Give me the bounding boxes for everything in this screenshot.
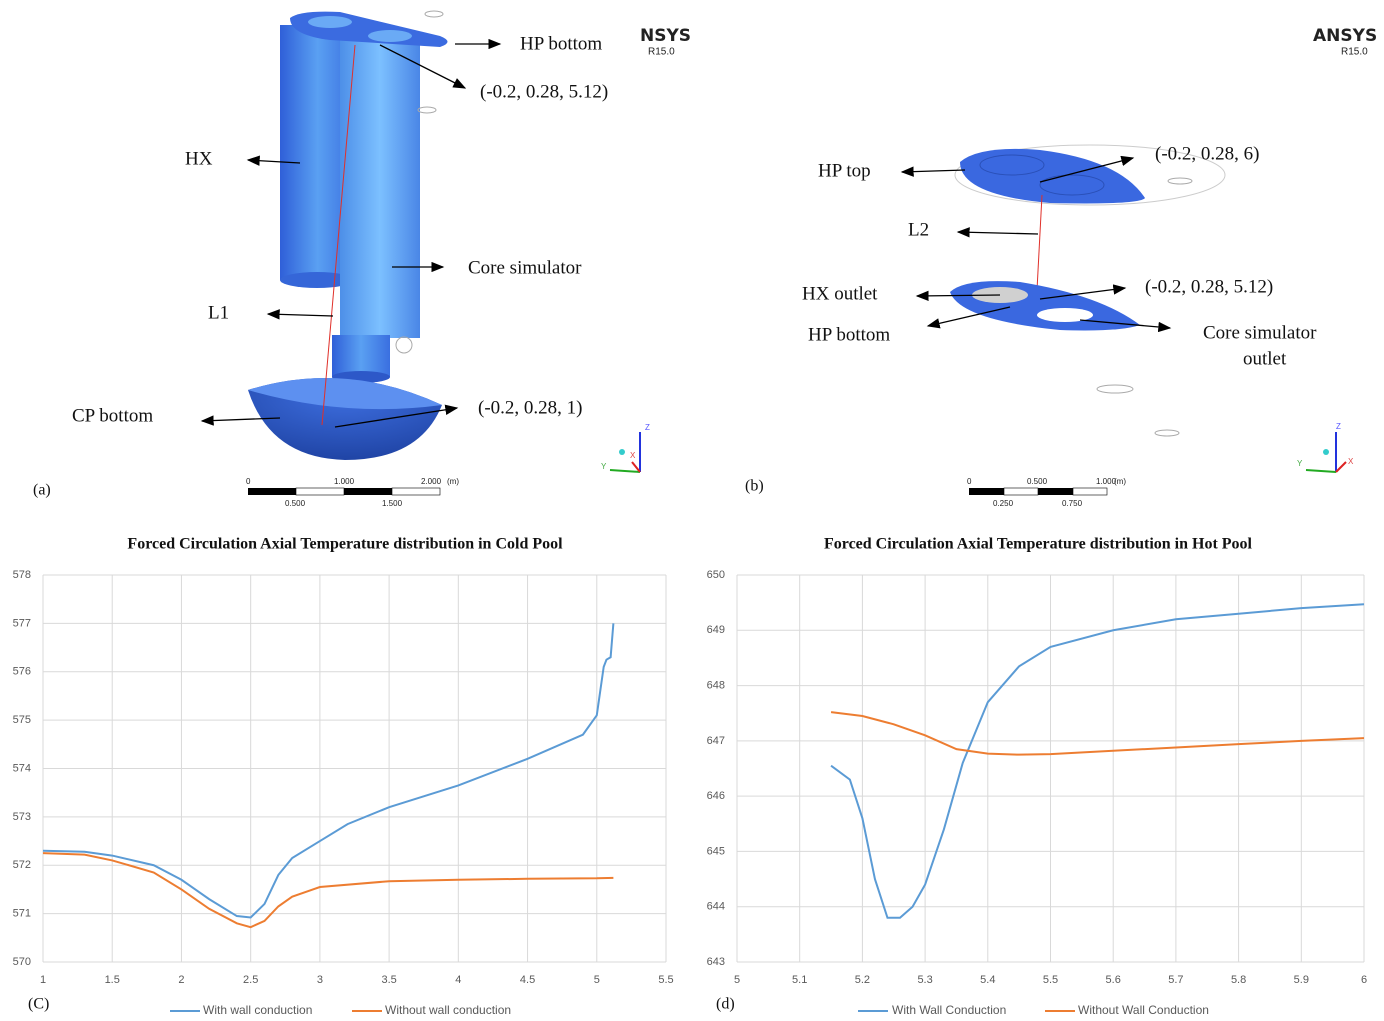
scale-unit: (m) (447, 477, 459, 486)
label: CP bottom (72, 405, 153, 426)
axis-letter: X (630, 451, 636, 460)
y-tick-label: 650 (707, 569, 725, 581)
figure: HP bottom (-0.2, 0.28, 5.12) HX Core sim… (0, 0, 1384, 1021)
scale-label: 0.750 (1062, 499, 1083, 508)
panel-label: (d) (716, 996, 735, 1013)
label: Core simulator (1203, 322, 1317, 343)
axis-letter: Z (645, 423, 650, 432)
label: (-0.2, 0.28, 6) (1155, 143, 1259, 164)
x-tick-label: 5.8 (1231, 974, 1246, 986)
label: Core simulator (468, 257, 582, 278)
x-tick-label: 1 (40, 974, 46, 986)
y-tick-label: 577 (13, 617, 31, 629)
label: HX outlet (802, 283, 878, 304)
render-b: (-0.2, 0.28, 6) HP top L2 HX outlet (-0.… (745, 26, 1377, 508)
y-tick-label: 645 (707, 845, 725, 857)
y-tick-label: 576 (13, 666, 31, 678)
x-tick-label: 5.7 (1168, 974, 1183, 986)
x-tick-label: 5.1 (792, 974, 807, 986)
y-tick-label: 573 (13, 811, 31, 823)
scale-label: 0 (967, 477, 972, 486)
label: HX (185, 148, 213, 169)
version: R15.0 (1341, 47, 1368, 58)
scale-label: 2.000 (421, 477, 442, 486)
panel-label: (b) (745, 478, 764, 495)
legend-label: Without wall conduction (385, 1003, 511, 1017)
legend-label: With Wall Conduction (892, 1003, 1006, 1017)
label: L2 (908, 219, 929, 240)
x-tick-label: 6 (1361, 974, 1367, 986)
x-tick-label: 3.5 (381, 974, 396, 986)
chart-title: Forced Circulation Axial Temperature dis… (824, 536, 1253, 553)
y-tick-label: 570 (13, 956, 31, 968)
axis-letter: Y (1297, 459, 1303, 468)
scale-label: 0.250 (993, 499, 1014, 508)
render-a: HP bottom (-0.2, 0.28, 5.12) HX Core sim… (33, 11, 691, 508)
x-tick-label: 5.3 (917, 974, 932, 986)
label: HP bottom (808, 324, 890, 345)
logo: ANSYS (1313, 26, 1377, 46)
line-series (831, 712, 1364, 755)
axis-letter: X (1348, 457, 1354, 466)
legend-label: With wall conduction (203, 1003, 312, 1017)
label: (-0.2, 0.28, 1) (478, 397, 582, 418)
line-series (831, 604, 1364, 917)
label: HP top (818, 160, 871, 181)
x-tick-label: 2.5 (243, 974, 258, 986)
legend-label: Without Wall Conduction (1078, 1003, 1209, 1017)
x-tick-label: 5 (594, 974, 600, 986)
y-tick-label: 647 (707, 735, 725, 747)
scale-label: 0.500 (1027, 477, 1048, 486)
scale-label: 1.000 (334, 477, 355, 486)
x-tick-label: 5.6 (1106, 974, 1121, 986)
y-tick-label: 572 (13, 859, 31, 871)
x-tick-label: 5.5 (1043, 974, 1058, 986)
y-tick-label: 643 (707, 956, 725, 968)
panel-label: (C) (28, 996, 49, 1013)
label: HP bottom (520, 33, 602, 54)
y-tick-label: 644 (707, 901, 725, 913)
y-tick-label: 571 (13, 908, 31, 920)
y-tick-label: 574 (13, 762, 31, 774)
axis-letter: Y (601, 462, 607, 471)
logo: NSYS (640, 26, 691, 46)
y-tick-label: 578 (13, 569, 31, 581)
y-tick-label: 575 (13, 714, 31, 726)
panel-label: (a) (33, 482, 51, 499)
scale-label: 0.500 (285, 499, 306, 508)
charts: Forced Circulation Axial Temperature dis… (13, 536, 1367, 1018)
y-tick-label: 648 (707, 679, 725, 691)
x-tick-label: 5.4 (980, 974, 995, 986)
x-tick-label: 4.5 (520, 974, 535, 986)
x-tick-label: 3 (317, 974, 323, 986)
chart-title: Forced Circulation Axial Temperature dis… (127, 536, 563, 553)
y-tick-label: 646 (707, 790, 725, 802)
x-tick-label: 1.5 (105, 974, 120, 986)
y-tick-label: 649 (707, 624, 725, 636)
scale-unit: (m) (1114, 477, 1126, 486)
label: outlet (1243, 348, 1287, 369)
scale-label: 1.500 (382, 499, 403, 508)
x-tick-label: 2 (178, 974, 184, 986)
scale-label: 0 (246, 477, 251, 486)
version: R15.0 (648, 47, 675, 58)
x-tick-label: 4 (455, 974, 461, 986)
x-tick-label: 5 (734, 974, 740, 986)
label: (-0.2, 0.28, 5.12) (480, 81, 608, 102)
label: L1 (208, 302, 229, 323)
label: (-0.2, 0.28, 5.12) (1145, 276, 1273, 297)
axis-letter: Z (1336, 422, 1341, 431)
x-tick-label: 5.2 (855, 974, 870, 986)
x-tick-label: 5.9 (1294, 974, 1309, 986)
x-tick-label: 5.5 (658, 974, 673, 986)
